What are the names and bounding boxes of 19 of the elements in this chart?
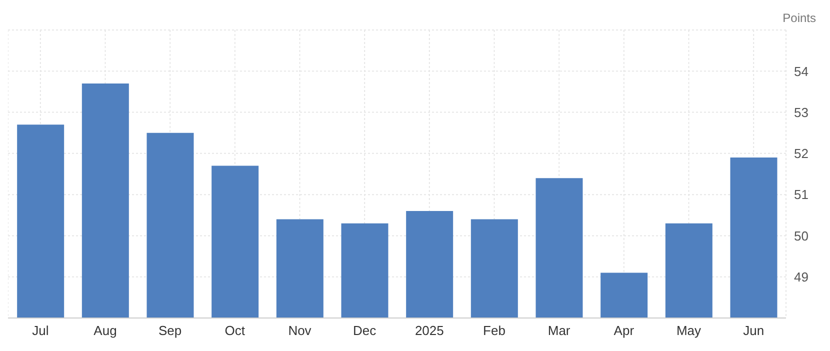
x-tick-label: Aug	[94, 323, 117, 338]
x-tick-label: Mar	[548, 323, 571, 338]
y-tick-label: 50	[794, 228, 808, 244]
y-tick-label: 51	[794, 187, 808, 202]
y-tick-label: 54	[794, 64, 808, 79]
x-tick-label: May	[676, 323, 702, 338]
y-tick-label: 52	[794, 146, 808, 162]
x-tick-label: Sep	[158, 323, 182, 338]
x-tick-label: Feb	[483, 323, 506, 338]
x-tick-label: Oct	[224, 323, 246, 338]
x-tick-label: Apr	[614, 323, 635, 338]
y-tick-label: 53	[794, 104, 808, 120]
y-axis-title: Points	[782, 11, 816, 25]
x-tick-label: Dec	[353, 323, 377, 338]
y-tick-label: 49	[794, 269, 808, 284]
x-tick-label: 2025	[414, 323, 444, 338]
x-tick-label: Jun	[743, 323, 764, 338]
x-tick-label: Jul	[32, 323, 49, 338]
x-tick-label: Nov	[288, 323, 312, 338]
